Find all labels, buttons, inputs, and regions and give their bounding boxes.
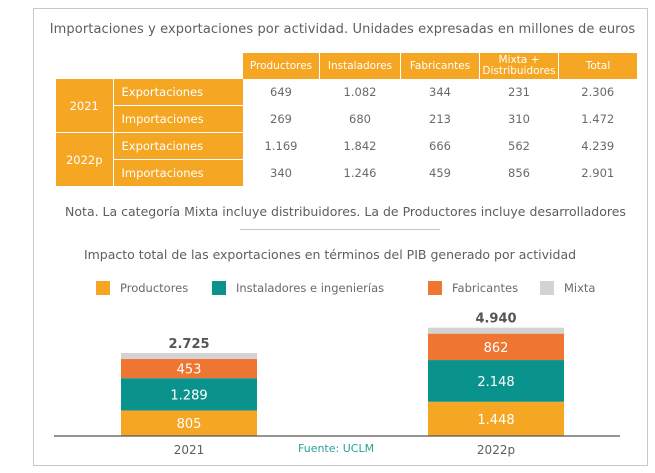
legend-swatch — [428, 281, 442, 295]
cell: 344 — [429, 85, 451, 100]
table-header-row: Productores Instaladores Fabricantes Mix… — [56, 53, 637, 79]
cell: 2.306 — [581, 85, 615, 100]
cell: 340 — [270, 166, 292, 180]
bar-segment-productores — [428, 401, 564, 436]
total-label: 4.940 — [475, 312, 516, 327]
col-header-fabricantes: Fabricantes — [400, 53, 480, 79]
cell: 269 — [270, 112, 292, 126]
cell: 213 — [429, 112, 451, 126]
data-label: 1.289 — [170, 388, 207, 403]
bar-segment-instaladores — [121, 378, 257, 411]
legend-item-productores: Productores — [96, 281, 188, 295]
cell: 1.472 — [581, 112, 615, 126]
legend-label: Mixta — [564, 281, 596, 295]
cell: 680 — [349, 112, 371, 126]
legend-item-instaladores: Instaladores e ingenierías — [212, 281, 384, 295]
cell: 562 — [508, 139, 530, 153]
row-label: Importaciones — [112, 105, 243, 133]
bars-layer: 805 1.289 453 2.725 1.448 2.148 862 4.940 — [121, 312, 564, 436]
legend-label: Instaladores e ingenierías — [236, 281, 385, 295]
cell: 310 — [508, 112, 530, 126]
cell: 1.082 — [343, 85, 377, 100]
cell: 1.246 — [343, 166, 377, 180]
table-row: Importaciones 340 1.246 459 856 2.901 — [56, 159, 637, 187]
bar-segment-fabricantes — [428, 333, 564, 361]
table-note: Nota. La categoría Mixta incluye distrib… — [65, 204, 626, 219]
cell: 1.169 — [264, 139, 298, 153]
data-label: 805 — [177, 417, 202, 432]
data-label: 453 — [177, 363, 202, 378]
legend-item-mixta: Mixta — [540, 281, 595, 295]
data-label: 2.148 — [477, 375, 514, 390]
row-label: Exportaciones — [112, 132, 243, 160]
data-label: 862 — [484, 341, 509, 356]
data-label: 1.448 — [477, 413, 514, 428]
cell: 666 — [429, 139, 451, 153]
table-row: Importaciones 269 680 213 310 1.472 — [56, 105, 637, 133]
legend-swatch — [96, 281, 110, 295]
cell: 459 — [429, 166, 451, 180]
legend-item-fabricantes: Fabricantes — [428, 281, 518, 295]
col-header-productores: Productores — [242, 53, 320, 79]
col-header-instaladores: Instaladores — [319, 53, 401, 79]
cell: 649 — [270, 85, 292, 100]
section-divider — [240, 229, 440, 230]
table-row: 2022p Exportaciones 1.169 1.842 666 562 … — [56, 132, 637, 187]
bar-segment-productores — [121, 410, 257, 436]
legend-label: Fabricantes — [452, 281, 519, 295]
row-label: Importaciones — [112, 159, 243, 187]
trade-table: Productores Instaladores Fabricantes Mix… — [56, 53, 637, 187]
legend-swatch — [540, 281, 554, 295]
table-row: 2021 Exportaciones 649 1.082 344 231 2.3… — [56, 79, 637, 133]
row-label: Exportaciones — [112, 79, 243, 106]
row-group-year: 2022p — [56, 132, 113, 187]
chart-legend: Productores Instaladores e ingenierías F… — [0, 281, 655, 297]
row-group-year: 2021 — [56, 79, 113, 133]
cell: 4.239 — [581, 139, 615, 153]
col-header-mixta-line1: Mixta + — [498, 54, 540, 66]
cell: 1.842 — [343, 139, 377, 153]
cell: 231 — [508, 85, 530, 100]
cell: 2.901 — [581, 166, 615, 180]
bar-segment-fabricantes — [121, 359, 257, 379]
cell: 856 — [508, 166, 530, 180]
bar-segment-mixta — [428, 327, 564, 334]
legend-swatch — [212, 281, 226, 295]
chart-title: Impacto total de las exportaciones en té… — [83, 247, 577, 262]
source-note: Fuente: UCLM — [298, 442, 375, 455]
x-tick-label: 2021 — [174, 443, 205, 457]
table-title: Importaciones y exportaciones por activi… — [49, 22, 636, 37]
bar-segment-instaladores — [428, 360, 564, 402]
total-label: 2.725 — [168, 337, 209, 352]
col-header-mixta: Mixta + Distribuidores — [479, 53, 559, 79]
x-tick-label: 2022p — [477, 443, 515, 457]
col-header-total: Total — [558, 53, 637, 79]
bar-segment-mixta — [121, 353, 257, 360]
col-header-mixta-line2: Distribuidores — [482, 65, 556, 77]
legend-label: Productores — [120, 281, 189, 295]
